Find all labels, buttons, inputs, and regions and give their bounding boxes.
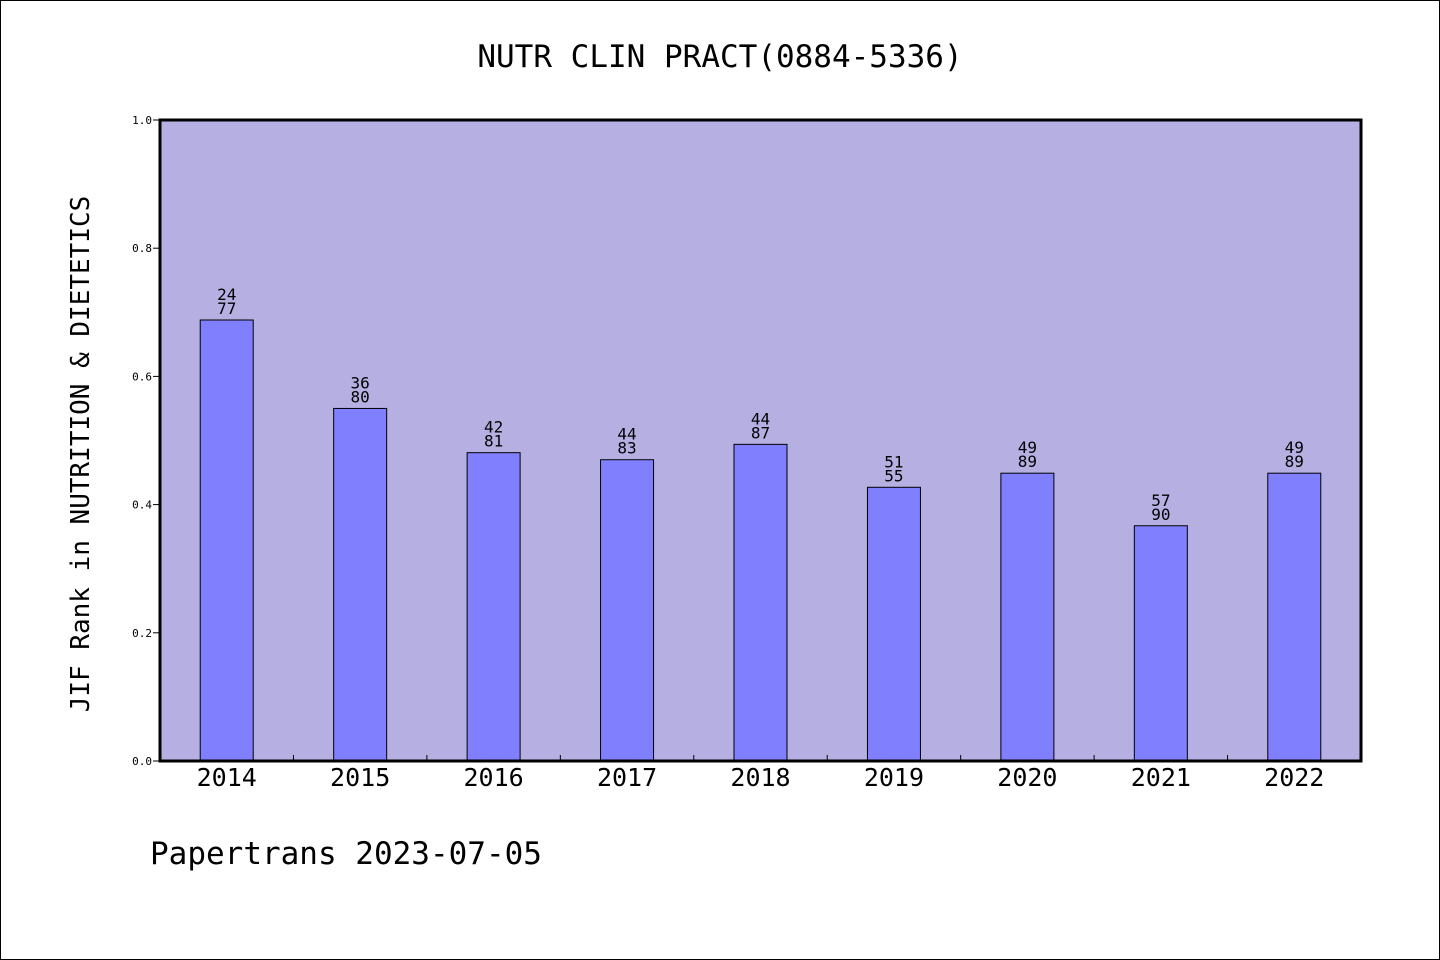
bar: [733, 443, 788, 762]
bar: [866, 486, 921, 762]
x-tick-label: 2018: [730, 763, 790, 792]
data-label-total: 87: [751, 423, 770, 442]
data-label-total: 90: [1151, 505, 1170, 524]
y-tick-label: 0.8: [132, 242, 152, 255]
bar: [1133, 525, 1188, 762]
y-tick-label: 0.0: [132, 755, 152, 768]
data-label-rank: 24: [217, 285, 236, 304]
x-tick-label: 2022: [1264, 763, 1324, 792]
data-label-rank: 57: [1151, 491, 1170, 510]
bar: [466, 452, 521, 762]
data-label-total: 81: [484, 432, 503, 451]
data-label-rank: 44: [617, 425, 636, 444]
x-tick-label: 2016: [464, 763, 524, 792]
bar: [600, 459, 655, 762]
y-tick-label: 0.6: [132, 370, 152, 383]
y-axis-label: JIF Rank in NUTRITION & DIETETICS: [66, 196, 96, 713]
data-label-rank: 51: [884, 452, 903, 471]
x-tick-label: 2021: [1131, 763, 1191, 792]
data-label-rank: 44: [751, 409, 770, 428]
y-tick-label: 1.0: [132, 114, 152, 127]
data-label-total: 55: [884, 466, 903, 485]
chart-title: NUTR CLIN PRACT(0884-5336): [477, 39, 962, 75]
data-label-rank: 49: [1285, 438, 1304, 457]
bar: [1000, 472, 1055, 762]
y-tick-label: 0.4: [132, 499, 152, 512]
data-label-total: 83: [617, 439, 636, 458]
data-label-rank: 42: [484, 418, 503, 437]
x-tick-label: 2017: [597, 763, 657, 792]
data-label-total: 89: [1018, 452, 1037, 471]
x-tick-label: 2014: [197, 763, 257, 792]
data-label-total: 80: [351, 387, 370, 406]
data-label-rank: 36: [351, 373, 370, 392]
bar: [1267, 472, 1322, 762]
bar: [333, 407, 388, 762]
x-tick-label: 2015: [330, 763, 390, 792]
y-tick-label: 0.2: [132, 627, 152, 640]
data-label-total: 77: [217, 299, 236, 318]
x-tick-label: 2019: [864, 763, 924, 792]
bar: [199, 319, 254, 762]
footer-text: Papertrans 2023-07-05: [150, 836, 542, 872]
data-label-total: 89: [1285, 452, 1304, 471]
data-label-rank: 49: [1018, 438, 1037, 457]
plot-border: [158, 118, 1363, 763]
x-tick-label: 2020: [997, 763, 1057, 792]
